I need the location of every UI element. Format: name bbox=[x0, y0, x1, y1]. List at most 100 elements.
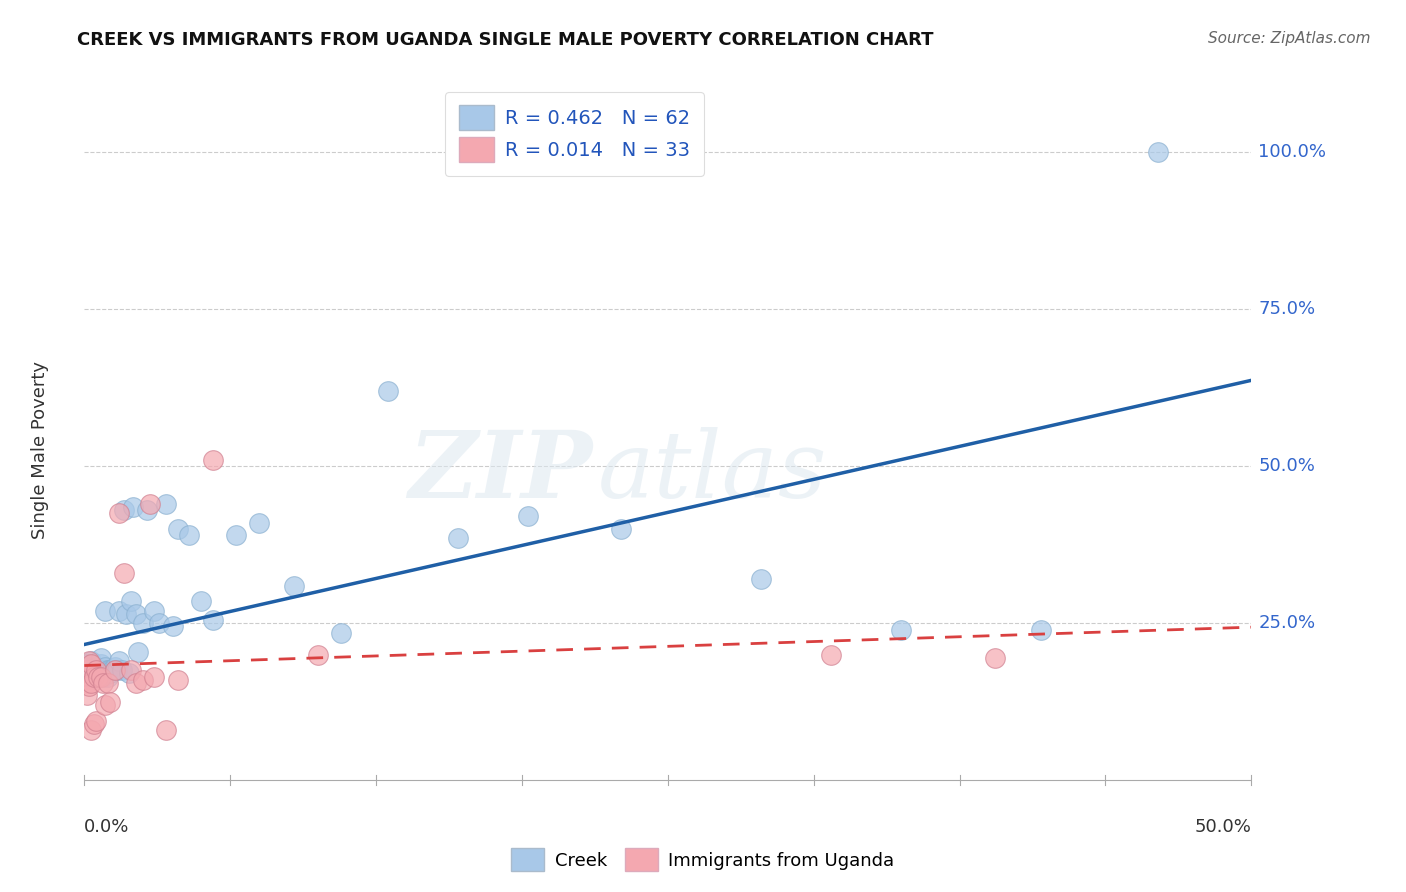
Point bbox=[820, 648, 842, 662]
Point bbox=[101, 664, 124, 678]
Text: 75.0%: 75.0% bbox=[1258, 300, 1316, 318]
Point bbox=[101, 664, 124, 678]
Point bbox=[90, 657, 112, 671]
Point bbox=[77, 679, 100, 693]
Point bbox=[84, 714, 107, 728]
Point bbox=[76, 676, 98, 690]
Point bbox=[112, 566, 135, 580]
Point bbox=[201, 453, 224, 467]
Point bbox=[91, 664, 114, 678]
Point bbox=[132, 616, 155, 631]
Point bbox=[120, 594, 142, 608]
Point bbox=[108, 604, 131, 618]
Point bbox=[80, 657, 103, 671]
Point bbox=[447, 532, 470, 546]
Point bbox=[76, 664, 98, 678]
Point bbox=[162, 619, 184, 633]
Point bbox=[97, 664, 120, 678]
Point bbox=[84, 664, 107, 678]
Point bbox=[94, 604, 117, 618]
Point bbox=[105, 664, 128, 678]
Point bbox=[77, 654, 100, 668]
Point bbox=[87, 666, 110, 681]
Point bbox=[87, 666, 110, 681]
Point bbox=[91, 676, 114, 690]
Point bbox=[155, 497, 177, 511]
Point bbox=[98, 664, 121, 678]
Point bbox=[143, 604, 166, 618]
Point bbox=[83, 670, 105, 684]
Point bbox=[179, 528, 201, 542]
Point bbox=[127, 644, 149, 658]
Point bbox=[97, 664, 120, 678]
Point bbox=[98, 695, 121, 709]
Point bbox=[166, 522, 188, 536]
Point bbox=[120, 664, 142, 678]
Point bbox=[104, 664, 127, 678]
Point bbox=[112, 503, 135, 517]
Point bbox=[148, 616, 170, 631]
Point bbox=[76, 657, 98, 671]
Point bbox=[76, 689, 98, 703]
Point bbox=[83, 670, 105, 684]
Point bbox=[90, 650, 112, 665]
Point bbox=[77, 666, 100, 681]
Point bbox=[283, 578, 305, 592]
Point bbox=[1031, 623, 1053, 637]
Point bbox=[138, 497, 160, 511]
Point bbox=[125, 607, 148, 621]
Point bbox=[115, 607, 138, 621]
Text: Source: ZipAtlas.com: Source: ZipAtlas.com bbox=[1208, 31, 1371, 46]
Point bbox=[90, 664, 112, 678]
Point bbox=[91, 670, 114, 684]
Point bbox=[118, 666, 141, 681]
Point bbox=[97, 670, 120, 684]
Point bbox=[77, 664, 100, 678]
Point bbox=[201, 613, 224, 627]
Point bbox=[330, 625, 353, 640]
Point bbox=[91, 666, 114, 681]
Text: 25.0%: 25.0% bbox=[1258, 615, 1316, 632]
Point bbox=[249, 516, 271, 530]
Point bbox=[111, 664, 134, 678]
Point bbox=[125, 676, 148, 690]
Point bbox=[97, 676, 120, 690]
Point bbox=[166, 673, 188, 687]
Point bbox=[377, 384, 399, 398]
Text: CREEK VS IMMIGRANTS FROM UGANDA SINGLE MALE POVERTY CORRELATION CHART: CREEK VS IMMIGRANTS FROM UGANDA SINGLE M… bbox=[77, 31, 934, 49]
Point bbox=[84, 660, 107, 674]
Point bbox=[122, 500, 145, 514]
Point bbox=[77, 660, 100, 674]
Point bbox=[890, 623, 912, 637]
Point bbox=[143, 670, 166, 684]
Point bbox=[136, 503, 159, 517]
Text: 0.0%: 0.0% bbox=[84, 818, 129, 836]
Point bbox=[83, 664, 105, 678]
Point bbox=[749, 572, 772, 586]
Point bbox=[225, 528, 247, 542]
Point bbox=[80, 723, 103, 737]
Point bbox=[84, 664, 107, 678]
Point bbox=[83, 716, 105, 731]
Point bbox=[94, 698, 117, 712]
Text: Single Male Poverty: Single Male Poverty bbox=[31, 361, 49, 540]
Point bbox=[80, 673, 103, 687]
Point bbox=[190, 594, 212, 608]
Point bbox=[94, 660, 117, 674]
Point bbox=[104, 664, 127, 678]
Point bbox=[610, 522, 633, 536]
Text: 50.0%: 50.0% bbox=[1258, 458, 1315, 475]
Legend: Creek, Immigrants from Uganda: Creek, Immigrants from Uganda bbox=[505, 841, 901, 879]
Point bbox=[90, 670, 112, 684]
Point bbox=[87, 670, 110, 684]
Text: ZIP: ZIP bbox=[408, 427, 592, 517]
Point bbox=[516, 509, 538, 524]
Point bbox=[80, 654, 103, 668]
Point bbox=[1147, 145, 1170, 159]
Point bbox=[98, 666, 121, 681]
Point bbox=[108, 506, 131, 520]
Text: atlas: atlas bbox=[598, 427, 827, 517]
Text: 100.0%: 100.0% bbox=[1258, 143, 1326, 161]
Point bbox=[307, 648, 329, 662]
Point bbox=[104, 660, 127, 674]
